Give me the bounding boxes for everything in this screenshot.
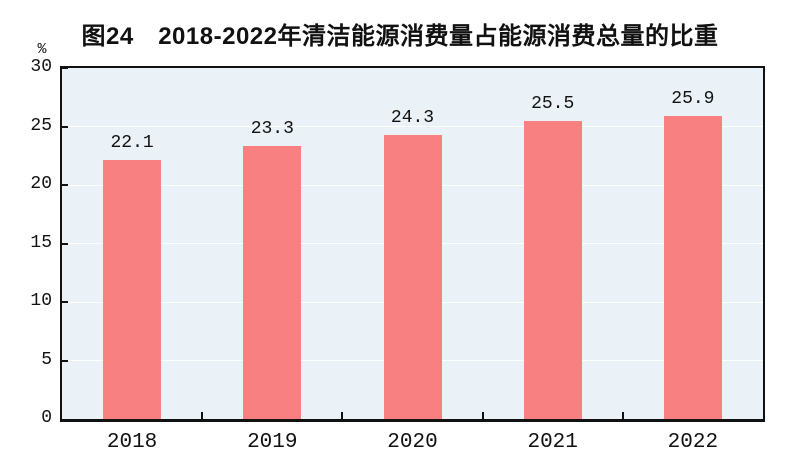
x-axis-label-2020: 2020 xyxy=(387,431,438,454)
bar-value-label-2022: 25.9 xyxy=(671,88,715,109)
y-axis-tick-label: 25 xyxy=(30,115,52,136)
bar-2019 xyxy=(243,146,302,419)
bar-value-label-2018: 22.1 xyxy=(110,133,154,154)
x-axis-label-2019: 2019 xyxy=(247,431,298,454)
plot-layer: 22.1 23.3 24.3 25.5 25.9 xyxy=(62,67,763,419)
bar-value-label-2021: 25.5 xyxy=(531,93,575,114)
y-axis-tick-label: 15 xyxy=(30,232,52,253)
y-axis-unit-label: % xyxy=(37,41,47,58)
y-axis-tick-label: 10 xyxy=(30,291,52,311)
y-axis-tick-label: 30 xyxy=(30,57,52,77)
gridline-25 xyxy=(62,126,763,127)
y-axis-tick-20 xyxy=(62,184,68,186)
bar-2022 xyxy=(663,115,722,419)
y-axis-tick-25 xyxy=(62,125,68,128)
bar-value-label-2019: 23.3 xyxy=(250,119,294,140)
bar-value-label-2020: 24.3 xyxy=(390,107,435,128)
y-axis-tick-10 xyxy=(62,301,68,303)
x-axis-tick xyxy=(341,412,344,419)
y-axis-tick-15 xyxy=(62,242,68,245)
y-axis-tick-5 xyxy=(62,359,68,362)
bar-2020 xyxy=(383,134,442,419)
x-axis-tick xyxy=(201,412,204,419)
x-axis-label-2021: 2021 xyxy=(527,431,578,454)
x-axis-label-2022: 2022 xyxy=(667,431,719,454)
bar-2018 xyxy=(103,160,162,419)
x-axis-tick xyxy=(481,412,484,419)
bar-2021 xyxy=(523,120,582,419)
y-axis-tick-label: 20 xyxy=(30,174,52,194)
y-axis-tick-label: 0 xyxy=(41,408,52,428)
y-axis-tick-label: 5 xyxy=(41,349,52,370)
y-axis-tick-30 xyxy=(62,67,68,69)
chart-title: 图24 2018-2022年清洁能源消费量占能源消费总量的比重 xyxy=(81,23,719,50)
x-axis-tick xyxy=(621,412,624,419)
x-axis-label-2018: 2018 xyxy=(106,431,158,454)
